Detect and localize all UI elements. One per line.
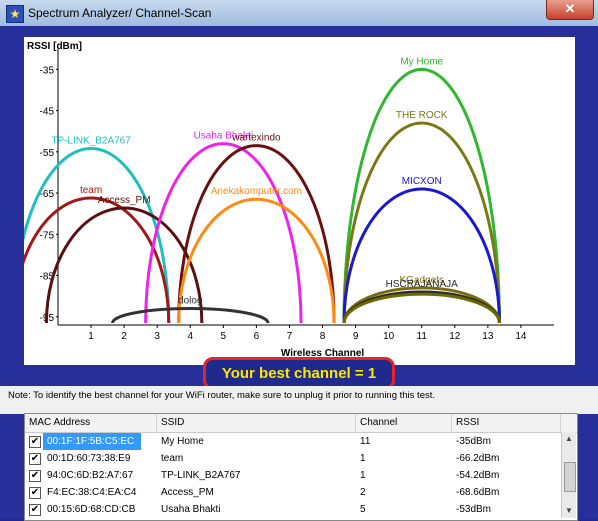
series-label: KGadgets (399, 275, 443, 286)
cell-channel: 11 (360, 436, 371, 447)
series-label: team (80, 185, 102, 196)
series-arc (342, 121, 501, 323)
series-label: Access_PM (98, 195, 151, 206)
chart-svg: RSSI [dBm]-35-45-55-65-75-85-951 2 3 4 5 6 7 8 9… (24, 41, 554, 359)
cell-rssi: -66.2dBm (456, 453, 500, 464)
table-row[interactable]: ✔ 94:0C:6D:B2:A7:67 TP-LINK_B2A767 1 -54.2dB… (25, 467, 557, 484)
cell-mac: 00:1D:60:73:38:E9 (47, 453, 131, 464)
x-tick-label: 8 (320, 331, 326, 342)
table-row[interactable]: ✔ 00:1F:1F:5B:C5:EC My Home 11 -35dBm (25, 433, 557, 450)
y-tick-label: -45 (40, 107, 55, 118)
cell-channel: 2 (360, 487, 366, 498)
cell-rssi: -35dBm (456, 436, 492, 447)
y-axis-label: RSSI [dBm] (27, 41, 82, 52)
series-label: MICXON (402, 176, 442, 187)
series-arc (342, 292, 501, 324)
note-area: Note: To identify the best channel for y… (0, 386, 598, 414)
x-axis-label: Wireless Channel (281, 348, 364, 359)
series-arc (44, 206, 204, 323)
series-label: wartexindo (231, 133, 281, 144)
cell-mac: F4:EC:38:C4:EA:C4 (47, 487, 137, 498)
row-checkbox[interactable]: ✔ (29, 453, 41, 465)
best-channel-banner: Your best channel = 1 (203, 357, 395, 390)
series-arc (177, 144, 336, 323)
series-label: dolog (178, 296, 202, 307)
star-icon: ★ (6, 5, 24, 23)
cell-rssi: -68.6dBm (456, 487, 500, 498)
col-rssi-header[interactable]: RSSI (452, 414, 561, 432)
cell-ssid: team (161, 453, 184, 464)
series-label: Anekakomputer.com (211, 186, 302, 197)
row-checkbox[interactable]: ✔ (29, 470, 41, 482)
x-tick-label: 12 (449, 331, 461, 342)
cell-channel: 1 (360, 470, 366, 481)
col-mac-header[interactable]: MAC Address (25, 414, 157, 432)
series-arc (24, 196, 171, 323)
series-arc (342, 187, 501, 323)
scroll-thumb[interactable] (564, 462, 576, 492)
cell-mac: 94:0C:6D:B2:A7:67 (47, 470, 134, 481)
series-arc (111, 307, 270, 324)
series-label: Usaha Bhakti (194, 131, 253, 142)
cell-ssid: Access_PM (161, 487, 214, 498)
series-label: TP-LINK_B2A767 (51, 136, 131, 147)
col-ssid-header[interactable]: SSID (157, 414, 356, 432)
window-title: Spectrum Analyzer/ Channel-Scan (28, 6, 212, 20)
table-row[interactable]: ✔ F4:EC:38:C4:EA:C4 Access_PM 2 -68.6dBm (25, 484, 557, 501)
x-tick-label: 9 (353, 331, 359, 342)
x-tick-label: 5 (221, 331, 227, 342)
cell-mac: 00:1F:1F:5B:C5:EC (43, 433, 141, 450)
table-scrollbar[interactable]: ▲ ▼ (561, 432, 576, 518)
scroll-down-icon[interactable]: ▼ (565, 506, 573, 515)
x-tick-label: 11 (417, 331, 428, 342)
cell-ssid: TP-LINK_B2A767 (161, 470, 241, 481)
cell-channel: 1 (360, 453, 366, 464)
cell-ssid: My Home (161, 436, 204, 447)
cell-channel: 5 (360, 504, 366, 515)
series-label: THE ROCK (396, 110, 448, 121)
title-bar: ★ Spectrum Analyzer/ Channel-Scan ✕ (0, 0, 598, 27)
row-checkbox[interactable]: ✔ (29, 487, 41, 499)
row-checkbox[interactable]: ✔ (29, 504, 41, 516)
x-tick-label: 2 (121, 331, 127, 342)
cell-rssi: -53dBm (456, 504, 492, 515)
y-tick-label: -65 (40, 189, 55, 200)
note-text: Note: To identify the best channel for y… (8, 390, 436, 401)
series-arc (24, 147, 171, 323)
y-tick-label: -35 (40, 65, 55, 76)
x-tick-label: 13 (482, 331, 494, 342)
x-tick-label: 6 (254, 331, 260, 342)
y-tick-label: -55 (40, 148, 55, 159)
cell-mac: 00:15:6D:68:CD:CB (47, 504, 136, 515)
table-row[interactable]: ✔ 00:1D:60:73:38:E9 team 1 -66.2dBm (25, 450, 557, 467)
spectrum-chart: RSSI [dBm] -35 -45 -55 -65 -75 -85 -95 1 2 3 4 5 6 7 8 9… (24, 37, 575, 365)
x-tick-label: 7 (287, 331, 293, 342)
cell-rssi: -54.2dBm (456, 470, 500, 481)
series-label: HSCRAJANAJA (386, 279, 459, 290)
series-arc (177, 197, 336, 323)
col-channel-header[interactable]: Channel (356, 414, 452, 432)
y-tick-label: -85 (40, 272, 55, 283)
cell-ssid: Usaha Bhakti (161, 504, 221, 515)
x-tick-label: 3 (154, 331, 160, 342)
x-tick-label: 4 (187, 331, 193, 342)
x-tick-label: 1 (88, 331, 94, 342)
y-tick-label: -75 (40, 230, 55, 241)
x-tick-label: 14 (515, 331, 527, 342)
close-button[interactable]: ✕ (546, 0, 594, 20)
scroll-up-icon[interactable]: ▲ (565, 434, 573, 443)
x-tick-label: 10 (383, 331, 395, 342)
network-table[interactable]: MAC Address SSID Channel RSSI ✔ 00:1F:1F:… (24, 413, 578, 521)
row-checkbox[interactable]: ✔ (29, 436, 41, 448)
series-arc (342, 68, 501, 323)
table-row[interactable]: ✔ 00:15:6D:68:CD:CB Usaha Bhakti 5 -53dBm (25, 501, 557, 518)
table-header: MAC Address SSID Channel RSSI (25, 414, 577, 433)
series-arc (144, 142, 303, 323)
series-label: My Home (400, 56, 443, 67)
